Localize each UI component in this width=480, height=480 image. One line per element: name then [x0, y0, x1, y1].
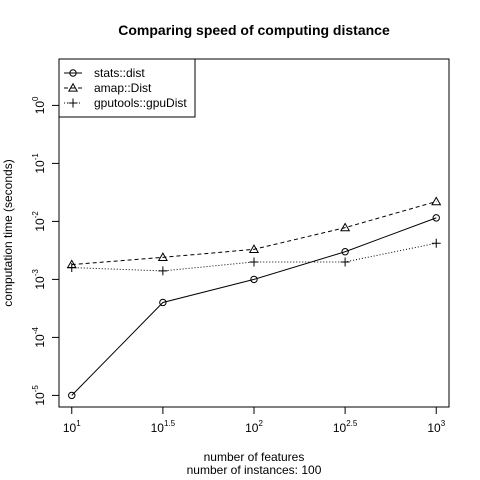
x-tick-label-exponent: 1.5: [164, 419, 176, 428]
legend-marker: [68, 98, 78, 108]
y-tick-label-base: 10: [33, 101, 47, 115]
y-tick-label-base: 10: [33, 218, 47, 232]
x-axis-label: number of features: [204, 450, 305, 464]
series-1: [68, 214, 440, 400]
x-axis: 101 101.5 102 102.5 103: [63, 406, 446, 435]
series-line: [71, 201, 437, 266]
y-tick-label-exponent: -4: [31, 327, 40, 335]
y-tick-label: 100: [31, 96, 47, 114]
x-tick-label-base: 10: [333, 421, 347, 435]
x-tick-label-base: 10: [427, 421, 441, 435]
x-tick-label-base: 10: [245, 421, 259, 435]
data-point: [157, 252, 168, 261]
y-tick-label-base: 10: [33, 334, 47, 348]
y-tick-label-exponent: -2: [31, 211, 40, 219]
legend-marker: [67, 82, 79, 92]
data-point: [159, 298, 167, 307]
series-3: [67, 238, 441, 276]
legend-label: stats::dist: [94, 66, 145, 80]
x-axis-sublabel: number of instances: 100: [187, 463, 322, 477]
legend-item: gputools::gpuDist: [64, 96, 187, 110]
x-tick-label: 101: [63, 419, 81, 435]
x-tick-label: 103: [427, 419, 445, 435]
y-tick-label: 10-2: [31, 211, 47, 232]
series-line: [71, 242, 437, 272]
legend-box: [58, 58, 196, 118]
y-tick-label-base: 10: [33, 160, 47, 174]
data-point: [67, 263, 77, 273]
x-tick-label: 101.5: [151, 419, 176, 435]
legend-marker: [69, 69, 77, 77]
data-point: [249, 257, 259, 267]
data-point: [340, 222, 351, 232]
x-tick-label-exponent: 3: [441, 419, 446, 428]
legend-label: gputools::gpuDist: [94, 96, 187, 110]
data-point: [340, 257, 350, 267]
data-point: [432, 214, 440, 222]
x-tick-label: 102: [245, 419, 263, 435]
data-point: [341, 248, 349, 256]
y-tick-label-exponent: -5: [31, 385, 40, 393]
y-tick-label-exponent: 0: [31, 96, 40, 101]
y-tick-label: 10-5: [31, 385, 47, 406]
x-tick-label-exponent: 2: [258, 419, 263, 428]
legend-label: amap::Dist: [94, 81, 152, 95]
y-tick-label-base: 10: [33, 276, 47, 290]
data-point: [250, 275, 258, 284]
series-layer: [66, 196, 442, 400]
data-point: [431, 238, 441, 248]
y-tick-label-exponent: -3: [31, 269, 40, 277]
y-axis-label: computation time (seconds): [1, 159, 15, 306]
legend-item: amap::Dist: [64, 81, 152, 95]
y-tick-label-base: 10: [33, 392, 47, 406]
data-point: [248, 244, 260, 253]
data-point: [431, 196, 442, 206]
y-tick-label: 10-3: [31, 269, 47, 290]
data-point: [68, 391, 76, 400]
legend-item: stats::dist: [64, 66, 145, 80]
x-tick-label-base: 10: [63, 421, 77, 435]
x-tick-label: 102.5: [333, 419, 358, 435]
y-tick-label: 10-4: [31, 327, 47, 348]
y-tick-label: 10-1: [31, 153, 47, 174]
series-line: [71, 217, 437, 396]
series-2: [66, 196, 442, 269]
chart-title: Comparing speed of computing distance: [118, 22, 390, 38]
data-point: [158, 266, 168, 276]
x-tick-label-base: 10: [151, 421, 165, 435]
y-tick-label-exponent: -1: [31, 153, 40, 161]
x-tick-label-exponent: 2.5: [346, 419, 358, 428]
x-tick-label-exponent: 1: [76, 419, 81, 428]
